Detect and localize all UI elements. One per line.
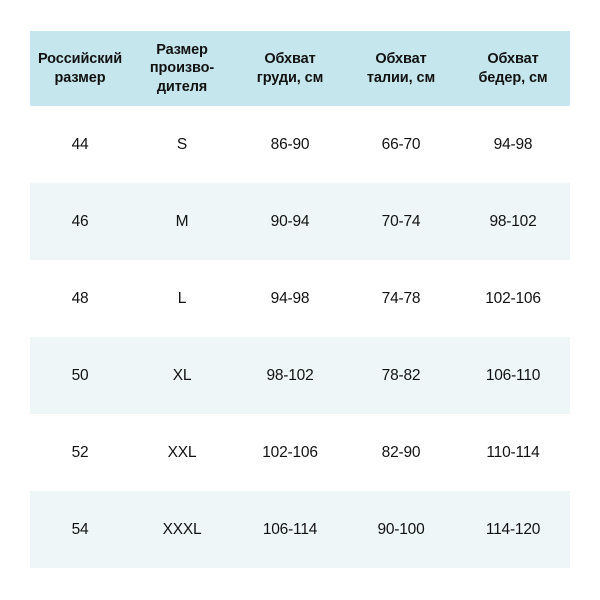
header-row: Российский размер Размер произво- дителя… xyxy=(30,31,570,106)
cell-manufacturer-size: S xyxy=(130,106,234,183)
cell-hips: 102-106 xyxy=(456,260,570,337)
cell-hips: 106-110 xyxy=(456,337,570,414)
cell-waist: 90-100 xyxy=(346,491,456,568)
cell-manufacturer-size: L xyxy=(130,260,234,337)
header-line: талии, см xyxy=(366,69,436,86)
table-row: 54 XXXL 106-114 90-100 114-120 xyxy=(30,491,570,568)
cell-waist: 70-74 xyxy=(346,183,456,260)
header-line: Обхват xyxy=(487,50,539,67)
cell-chest: 94-98 xyxy=(234,260,346,337)
cell-manufacturer-size: XXXL xyxy=(130,491,234,568)
column-header-manufacturer-size: Размер произво- дителя xyxy=(130,31,234,106)
cell-chest: 98-102 xyxy=(234,337,346,414)
cell-chest: 106-114 xyxy=(234,491,346,568)
cell-chest: 86-90 xyxy=(234,106,346,183)
header-line: Российский xyxy=(37,50,123,67)
cell-russian-size: 50 xyxy=(30,337,130,414)
column-header-hips: Обхват бедер, см xyxy=(456,31,570,106)
cell-manufacturer-size: XXL xyxy=(130,414,234,491)
table-row: 52 XXL 102-106 82-90 110-114 xyxy=(30,414,570,491)
header-line: груди, см xyxy=(256,69,324,86)
header-line: бедер, см xyxy=(478,69,548,86)
cell-waist: 78-82 xyxy=(346,337,456,414)
cell-russian-size: 46 xyxy=(30,183,130,260)
cell-waist: 82-90 xyxy=(346,414,456,491)
cell-hips: 114-120 xyxy=(456,491,570,568)
cell-chest: 102-106 xyxy=(234,414,346,491)
cell-hips: 98-102 xyxy=(456,183,570,260)
header-line: произво- xyxy=(149,60,215,77)
cell-waist: 66-70 xyxy=(346,106,456,183)
header-line: Размер xyxy=(156,41,208,58)
header-line: дителя xyxy=(156,78,208,95)
cell-russian-size: 44 xyxy=(30,106,130,183)
header-line: Обхват xyxy=(264,50,316,67)
table-body: 44 S 86-90 66-70 94-98 46 M 90-94 70-74 … xyxy=(30,106,570,568)
cell-hips: 110-114 xyxy=(456,414,570,491)
cell-russian-size: 48 xyxy=(30,260,130,337)
cell-waist: 74-78 xyxy=(346,260,456,337)
size-chart-table: Российский размер Размер произво- дителя… xyxy=(30,31,570,568)
cell-russian-size: 54 xyxy=(30,491,130,568)
table-row: 48 L 94-98 74-78 102-106 xyxy=(30,260,570,337)
cell-manufacturer-size: XL xyxy=(130,337,234,414)
table-header: Российский размер Размер произво- дителя… xyxy=(30,31,570,106)
table-row: 46 M 90-94 70-74 98-102 xyxy=(30,183,570,260)
cell-chest: 90-94 xyxy=(234,183,346,260)
table-row: 44 S 86-90 66-70 94-98 xyxy=(30,106,570,183)
cell-russian-size: 52 xyxy=(30,414,130,491)
column-header-russian-size: Российский размер xyxy=(30,31,130,106)
cell-manufacturer-size: M xyxy=(130,183,234,260)
table-row: 50 XL 98-102 78-82 106-110 xyxy=(30,337,570,414)
column-header-chest: Обхват груди, см xyxy=(234,31,346,106)
column-header-waist: Обхват талии, см xyxy=(346,31,456,106)
header-line: Обхват xyxy=(375,50,427,67)
cell-hips: 94-98 xyxy=(456,106,570,183)
header-line: размер xyxy=(54,69,106,86)
